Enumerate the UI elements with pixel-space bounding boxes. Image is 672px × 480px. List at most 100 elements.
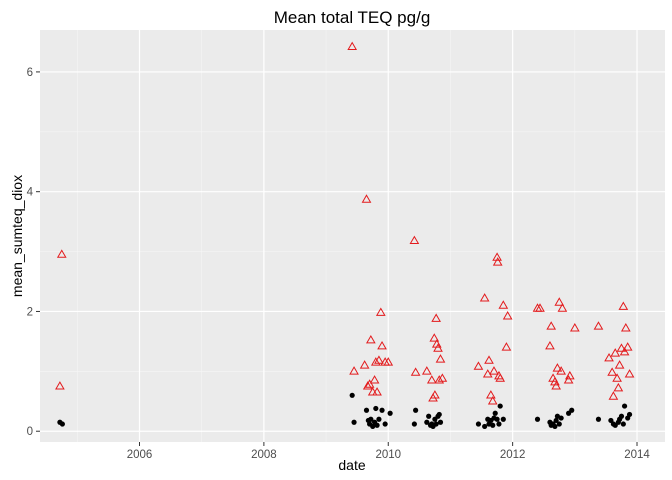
triangle-point [434, 375, 445, 384]
x-tick-label: 2008 [251, 449, 277, 461]
circle-point [349, 392, 355, 398]
triangle-point [608, 391, 619, 400]
triangle-point [487, 396, 498, 405]
triangle-point [56, 249, 67, 258]
circle-point [496, 421, 502, 427]
triangle-point [426, 375, 437, 384]
circle-point [494, 416, 500, 422]
circle-point [620, 421, 626, 427]
y-axis-label: mean_sumteq_diox [9, 175, 25, 297]
circle-point [556, 421, 562, 427]
x-tick-label: 2010 [375, 449, 401, 461]
circle-point [558, 415, 564, 421]
y-tick-label: 0 [27, 426, 33, 438]
circle-point [500, 416, 506, 422]
triangle-point [347, 41, 358, 50]
circle-point [382, 421, 388, 427]
triangle-point [564, 370, 575, 380]
triangle-point [365, 334, 376, 344]
triangle-point [619, 346, 630, 356]
x-tick-label: 2014 [624, 449, 650, 461]
circle-point [363, 407, 370, 413]
triangle-point [361, 194, 372, 203]
triangle-point [557, 303, 568, 312]
triangle-point [546, 321, 557, 330]
circle-point [351, 419, 357, 425]
triangle-point [375, 307, 386, 316]
circle-point [552, 423, 558, 430]
triangle-point [430, 390, 440, 399]
circle-point [387, 410, 393, 416]
circle-point [621, 403, 628, 409]
triangle-point [551, 381, 562, 390]
triangle-point [535, 303, 545, 312]
circle-point [413, 407, 419, 413]
y-tick-label: 4 [27, 187, 34, 199]
triangle-point [612, 373, 622, 382]
triangle-point [429, 333, 440, 342]
circle-point [426, 413, 432, 419]
circle-point [368, 416, 374, 422]
triangle-point [409, 235, 420, 245]
triangle-point [349, 366, 359, 375]
circle-point [492, 410, 498, 416]
circle-point [373, 405, 379, 412]
triangle-point [624, 369, 635, 378]
triangle-point [616, 343, 627, 352]
triangle-point [502, 311, 513, 320]
triangle-point [377, 340, 387, 350]
triangle-point [554, 297, 565, 306]
triangle-point [563, 375, 574, 384]
triangle-point [383, 357, 394, 366]
triangle-point [492, 252, 502, 261]
circle-point [490, 422, 496, 428]
triangle-point [495, 373, 506, 382]
circle-point [424, 419, 430, 425]
triangle-point [552, 363, 563, 372]
triangle-point [607, 367, 617, 376]
triangle-point [618, 301, 629, 310]
triangle-point [369, 375, 380, 384]
circle-point [475, 421, 482, 427]
triangle-point [433, 343, 443, 352]
triangle-point [622, 342, 633, 351]
triangle-point [359, 360, 370, 369]
triangle-point [437, 373, 448, 382]
triangle-point [620, 323, 631, 332]
triangle-point [545, 340, 555, 350]
triangle-point [486, 390, 496, 399]
x-axis-label: date [338, 457, 365, 473]
circle-point [618, 413, 625, 419]
triangle-point [374, 355, 384, 364]
data-points [55, 41, 635, 430]
circle-point [553, 417, 559, 424]
triangle-point [604, 352, 614, 362]
circle-point [497, 403, 503, 409]
circle-point [379, 407, 385, 413]
circle-point [59, 421, 65, 427]
triangle-point [421, 366, 432, 375]
triangle-point [613, 382, 624, 392]
circle-point [569, 407, 575, 413]
triangle-point [362, 381, 373, 390]
circle-point [370, 423, 376, 430]
triangle-point [610, 348, 621, 357]
triangle-point [410, 367, 421, 376]
triangle-point [370, 357, 381, 366]
triangle-point [593, 321, 604, 330]
triangle-point [364, 379, 375, 388]
triangle-point [492, 257, 503, 266]
x-tick-label: 2006 [127, 449, 153, 461]
circle-point [482, 423, 488, 430]
circle-point [433, 421, 439, 427]
triangle-point [431, 313, 441, 322]
triangle-point [569, 323, 580, 332]
circle-point [411, 421, 417, 427]
grid-lines [40, 30, 665, 442]
circle-point [626, 411, 633, 418]
y-tick-label: 2 [27, 306, 33, 318]
chart-title: Mean total TEQ pg/g [274, 8, 431, 27]
triangle-point [489, 366, 499, 375]
x-tick-label: 2012 [500, 449, 526, 461]
